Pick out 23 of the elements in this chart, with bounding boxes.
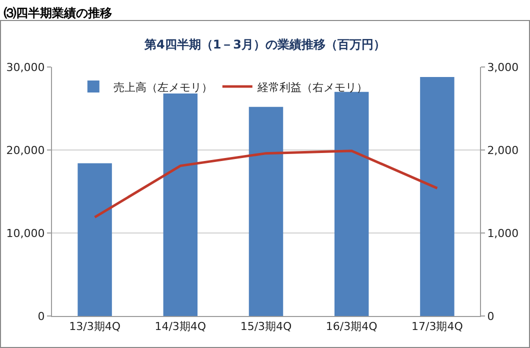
y-tick-label: 30,000 [6, 60, 45, 74]
x-tick-label: 14/3期4Q [154, 320, 206, 334]
y2-tick-label: 1,000 [487, 226, 519, 240]
text: ⑶四半期業績の推移 [3, 6, 112, 20]
line-series [94, 150, 438, 218]
bar [248, 106, 284, 316]
y-tick-label: 0 [38, 310, 45, 323]
x-tick-label: 15/3期4Q [240, 320, 292, 334]
y2-tick-label: 0 [487, 310, 494, 323]
chart-title: 第4四半期（1－3月）の業績推移（百万円） [143, 37, 386, 52]
bar [420, 76, 454, 316]
legend-label: 売上高（左メモリ） [113, 80, 212, 94]
x-tick-label: 13/3期4Q [69, 320, 121, 334]
y-tick-label: 10,000 [6, 226, 45, 240]
bar [78, 163, 112, 316]
y2-tick-label: 2,000 [487, 144, 519, 157]
y-tick-label: 20,000 [6, 144, 45, 157]
y2-tick-label: 3,000 [487, 60, 519, 74]
x-tick-label: 16/3期4Q [326, 320, 378, 334]
bar [334, 92, 369, 316]
bar [163, 94, 198, 316]
x-tick-label: 17/3期4Q [412, 320, 464, 334]
legend-label: 経常利益（右メモリ） [256, 80, 368, 94]
